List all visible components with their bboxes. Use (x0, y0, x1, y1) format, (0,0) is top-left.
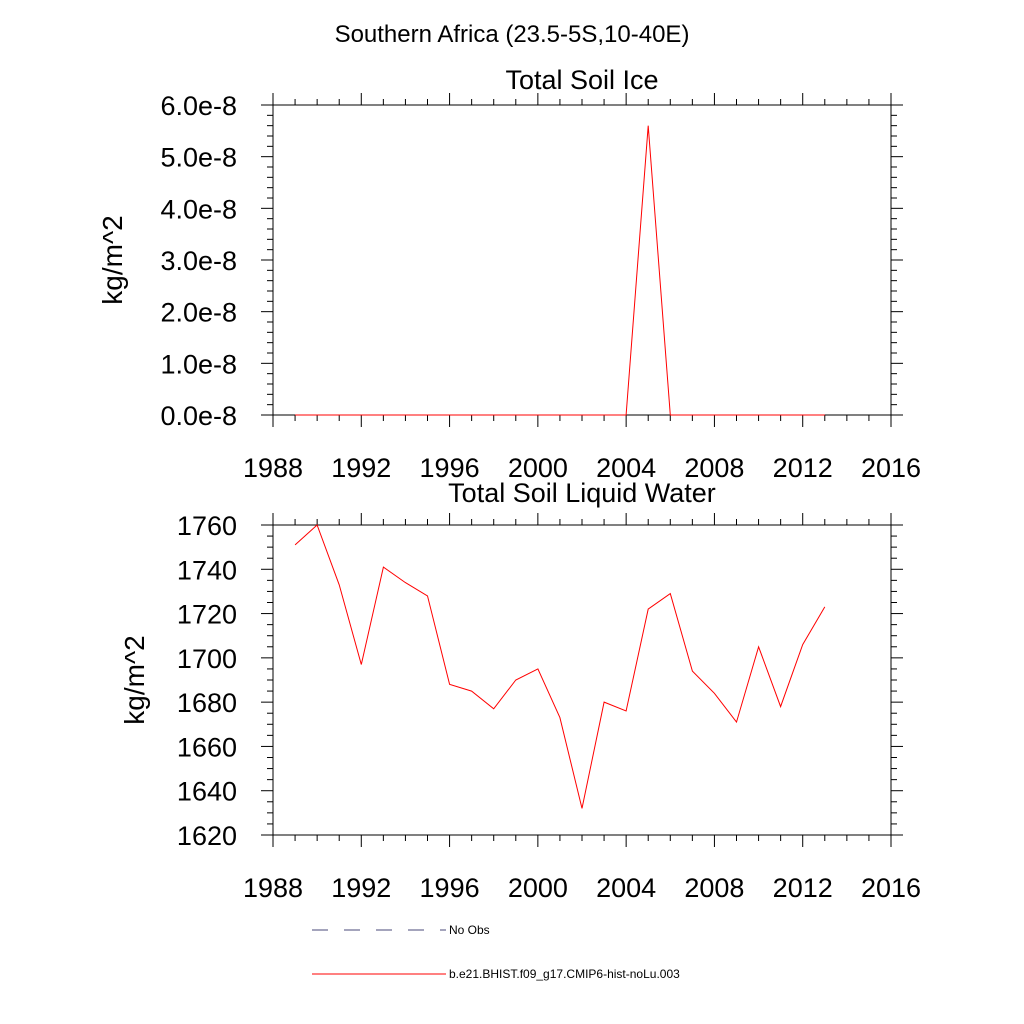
x-tick-label: 1992 (331, 873, 391, 903)
x-tick-label: 2008 (684, 873, 744, 903)
x-tick-label: 1996 (420, 873, 480, 903)
legend-entry-no-obs: No Obs (312, 923, 490, 937)
plot-frame (272, 104, 892, 416)
series-line (295, 125, 825, 416)
y-tick-label: 1720 (177, 600, 237, 630)
x-tick-label: 1988 (243, 453, 303, 483)
x-tick-label: 2004 (596, 453, 656, 483)
y-tick-label: 1740 (177, 555, 237, 585)
y-tick-label: 1.0e-8 (160, 349, 237, 379)
y-tick-label: 1660 (177, 732, 237, 762)
x-tick-label: 2016 (861, 873, 921, 903)
x-tick-label: 2012 (773, 873, 833, 903)
legend-entry-model: b.e21.BHIST.f09_g17.CMIP6-hist-noLu.003 (312, 967, 680, 981)
y-tick-label: 1640 (177, 777, 237, 807)
chart-title: Total Soil Liquid Water (448, 478, 716, 508)
x-tick-label: 2000 (508, 873, 568, 903)
legend: No Obs b.e21.BHIST.f09_g17.CMIP6-hist-no… (312, 923, 680, 981)
chart-total-soil-ice: Total Soil Ice kg/m^2 1988 1992 1996 2000 2004… (97, 65, 921, 483)
x-tick-label: 1996 (420, 453, 480, 483)
y-tick-label: 1620 (177, 821, 237, 851)
legend-label-model: b.e21.BHIST.f09_g17.CMIP6-hist-noLu.003 (449, 967, 680, 981)
y-tick-label: 4.0e-8 (160, 194, 237, 224)
y-tick-label: 3.0e-8 (160, 246, 237, 276)
x-tick-label: 2012 (773, 453, 833, 483)
x-tick-label: 2000 (508, 453, 568, 483)
chart-total-soil-liquid-water: Total Soil Liquid Water kg/m^2 1988 1992 199… (119, 478, 921, 903)
y-tick-label: 2.0e-8 (160, 298, 237, 328)
chart-title: Total Soil Ice (505, 65, 658, 95)
y-tick-label: 5.0e-8 (160, 143, 237, 173)
x-tick-label: 2004 (596, 873, 656, 903)
y-axis-label: kg/m^2 (119, 635, 150, 724)
x-tick-label: 1988 (243, 873, 303, 903)
y-tick-label: 6.0e-8 (160, 91, 237, 121)
y-tick-label: 0.0e-8 (160, 401, 237, 431)
legend-label-no-obs: No Obs (449, 923, 490, 937)
series-line (294, 524, 826, 809)
plot-frame (272, 524, 892, 836)
y-axis-label: kg/m^2 (97, 215, 128, 304)
x-tick-label: 1992 (331, 453, 391, 483)
x-tick-label: 2008 (684, 453, 744, 483)
figure-suptitle: Southern Africa (23.5-5S,10-40E) (335, 21, 690, 48)
y-tick-label: 1700 (177, 644, 237, 674)
x-tick-label: 2016 (861, 453, 921, 483)
y-tick-label: 1680 (177, 688, 237, 718)
y-tick-label: 1760 (177, 511, 237, 541)
